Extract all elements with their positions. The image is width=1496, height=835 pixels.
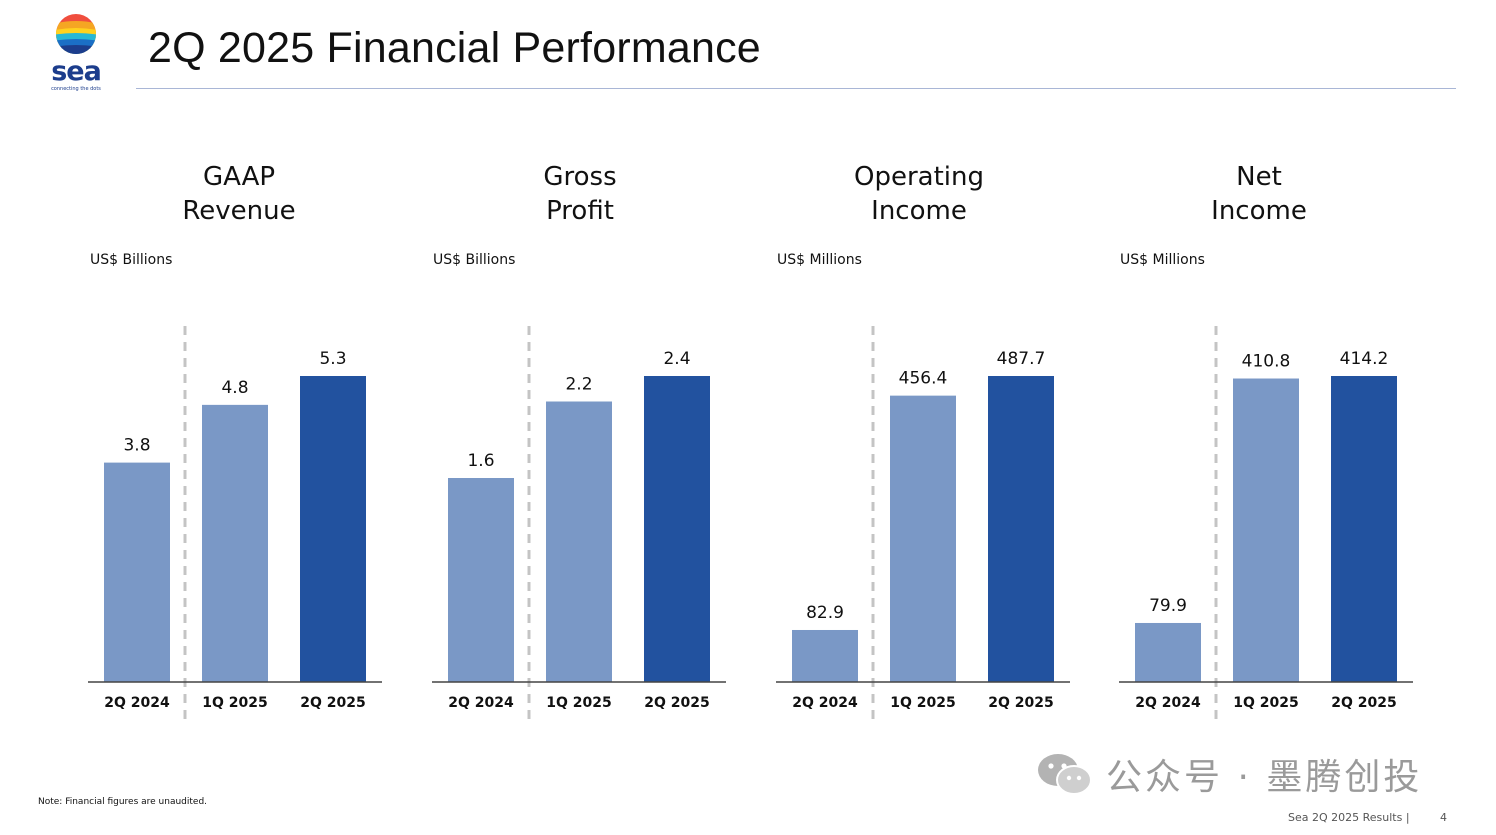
category-label: 1Q 2025 <box>890 695 955 711</box>
category-label: 2Q 2025 <box>988 695 1053 711</box>
chart-plot: 79.9 2Q 2024 410.8 1Q 2025 414.2 2Q 2025 <box>1119 326 1413 722</box>
category-label: 1Q 2025 <box>1233 695 1298 711</box>
data-label: 1.6 <box>467 451 494 471</box>
data-label: 487.7 <box>997 349 1046 369</box>
chart-plot: 3.8 2Q 2024 4.8 1Q 2025 5.3 2Q 2025 <box>88 326 382 722</box>
chart-title-line: Profit <box>546 196 614 226</box>
chart-gaap-revenue: GAAP Revenue US$ Billions 3.8 2Q 2024 4.8 1… <box>88 160 388 730</box>
category-label: 2Q 2024 <box>792 695 858 711</box>
watermark: 公众号 · 墨腾创投 <box>1036 748 1422 800</box>
chart-gross-profit: Gross Profit US$ Billions 1.6 2Q 2024 2.2 1… <box>432 160 732 730</box>
chart-title: Net Income <box>1119 160 1399 228</box>
chart-unit-label: US$ Billions <box>433 252 516 268</box>
category-label: 2Q 2025 <box>300 695 365 711</box>
bar <box>448 478 514 682</box>
data-label: 4.8 <box>221 378 248 398</box>
wechat-icon <box>1036 750 1096 798</box>
chart-title-line: Operating <box>854 162 984 192</box>
data-label: 410.8 <box>1242 352 1291 372</box>
logo-tagline: connecting the dots <box>51 86 101 92</box>
chart-title: Operating Income <box>776 160 1062 228</box>
chart-plot: 82.9 2Q 2024 456.4 1Q 2025 487.7 2Q 2025 <box>776 326 1070 722</box>
chart-unit-label: US$ Millions <box>1120 252 1205 268</box>
chart-title-line: Revenue <box>182 196 296 226</box>
bar <box>1233 378 1299 682</box>
data-label: 79.9 <box>1149 596 1187 616</box>
chart-title: Gross Profit <box>432 160 728 228</box>
chart-plot: 1.6 2Q 2024 2.2 1Q 2025 2.4 2Q 2025 <box>432 326 726 722</box>
sea-logo-icon <box>56 14 96 54</box>
category-label: 2Q 2024 <box>448 695 514 711</box>
bar <box>988 376 1054 682</box>
chart-title: GAAP Revenue <box>88 160 390 228</box>
data-label: 3.8 <box>123 436 150 456</box>
chart-unit-label: US$ Billions <box>90 252 173 268</box>
bar <box>1331 376 1397 682</box>
chart-title-line: Gross <box>543 162 617 192</box>
bar <box>792 629 858 682</box>
data-label: 5.3 <box>319 349 346 369</box>
bar <box>644 376 710 682</box>
page-title: 2Q 2025 Financial Performance <box>148 24 761 72</box>
category-label: 2Q 2025 <box>644 695 709 711</box>
chart-unit-label: US$ Millions <box>777 252 862 268</box>
chart-title-line: Income <box>1211 196 1307 226</box>
footnote: Note: Financial figures are unaudited. <box>38 797 208 807</box>
sea-logo: sea connecting the dots <box>46 12 108 94</box>
logo-wordmark: sea <box>51 56 102 87</box>
data-label: 414.2 <box>1340 349 1389 369</box>
page-number: 4 <box>1440 811 1447 824</box>
bar <box>300 376 366 682</box>
chart-title-line: GAAP <box>202 162 276 192</box>
category-label: 2Q 2024 <box>1135 695 1201 711</box>
category-label: 1Q 2025 <box>546 695 611 711</box>
data-label: 2.4 <box>663 349 690 369</box>
watermark-text: 公众号 · 墨腾创投 <box>1106 757 1423 798</box>
chart-net-income: Net Income US$ Millions 79.9 2Q 2024 410.8… <box>1119 160 1419 730</box>
title-divider <box>136 88 1456 89</box>
bar <box>546 401 612 682</box>
data-label: 2.2 <box>565 375 592 395</box>
bar <box>890 395 956 682</box>
footer-text: Sea 2Q 2025 Results | <box>1288 811 1410 824</box>
data-label: 456.4 <box>899 369 948 389</box>
bar <box>202 404 268 682</box>
category-label: 2Q 2024 <box>104 695 170 711</box>
chart-operating-income: Operating Income US$ Millions 82.9 2Q 202… <box>776 160 1076 730</box>
category-label: 1Q 2025 <box>202 695 267 711</box>
chart-title-line: Income <box>871 196 967 226</box>
bar <box>1135 622 1201 682</box>
data-label: 82.9 <box>806 603 844 623</box>
chart-title-line: Net <box>1236 162 1282 192</box>
bar <box>104 462 170 682</box>
category-label: 2Q 2025 <box>1331 695 1396 711</box>
